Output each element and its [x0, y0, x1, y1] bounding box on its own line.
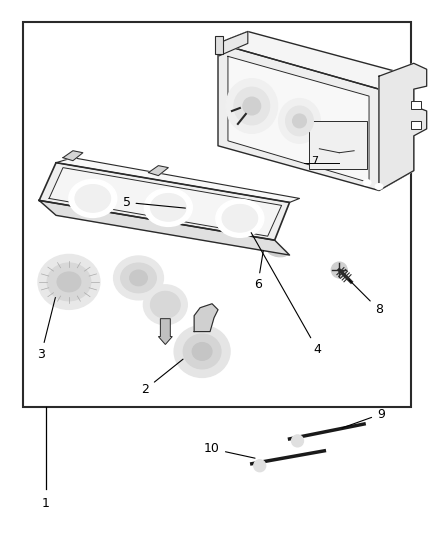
Ellipse shape: [240, 237, 259, 247]
Bar: [411, 121, 421, 129]
Ellipse shape: [243, 97, 261, 115]
Bar: [23, 21, 411, 407]
Ellipse shape: [144, 285, 187, 325]
Polygon shape: [379, 76, 414, 190]
Polygon shape: [49, 168, 282, 236]
Ellipse shape: [268, 247, 287, 257]
Ellipse shape: [178, 204, 198, 216]
Polygon shape: [39, 163, 290, 240]
Polygon shape: [228, 56, 369, 182]
Bar: [411, 101, 421, 109]
Text: 3: 3: [37, 297, 55, 361]
Ellipse shape: [150, 292, 180, 318]
Ellipse shape: [375, 183, 383, 190]
Ellipse shape: [293, 114, 307, 128]
Polygon shape: [218, 31, 248, 56]
Text: 1: 1: [42, 497, 50, 510]
Ellipse shape: [57, 272, 81, 292]
Text: 7: 7: [311, 156, 318, 166]
Ellipse shape: [145, 189, 192, 226]
Ellipse shape: [150, 193, 186, 221]
Polygon shape: [63, 151, 83, 160]
Ellipse shape: [75, 184, 111, 212]
Text: 4: 4: [251, 232, 321, 356]
Ellipse shape: [226, 79, 278, 133]
Ellipse shape: [331, 262, 347, 278]
Circle shape: [292, 435, 304, 447]
Text: 6: 6: [254, 251, 263, 292]
Ellipse shape: [234, 87, 270, 125]
Bar: [309, 121, 367, 168]
Text: 10: 10: [204, 442, 255, 458]
Ellipse shape: [38, 255, 100, 309]
Ellipse shape: [130, 270, 148, 286]
Ellipse shape: [222, 204, 258, 232]
Ellipse shape: [69, 180, 117, 217]
Ellipse shape: [174, 326, 230, 377]
Polygon shape: [218, 31, 414, 89]
Polygon shape: [194, 304, 218, 332]
Bar: [215, 36, 223, 54]
Polygon shape: [379, 63, 427, 190]
Ellipse shape: [192, 343, 212, 360]
Text: 5: 5: [123, 196, 185, 209]
Text: 9: 9: [342, 408, 385, 428]
Ellipse shape: [286, 106, 314, 136]
Polygon shape: [56, 158, 300, 203]
Ellipse shape: [363, 180, 371, 185]
Ellipse shape: [216, 199, 264, 237]
Ellipse shape: [120, 263, 156, 293]
Ellipse shape: [183, 334, 221, 369]
Circle shape: [254, 460, 266, 472]
Text: 2: 2: [141, 359, 183, 395]
Ellipse shape: [114, 256, 163, 300]
FancyArrow shape: [159, 319, 172, 344]
Polygon shape: [148, 166, 168, 175]
Polygon shape: [218, 43, 379, 190]
Ellipse shape: [279, 99, 320, 143]
Text: 8: 8: [349, 280, 383, 316]
Ellipse shape: [47, 263, 91, 301]
Polygon shape: [39, 200, 290, 255]
